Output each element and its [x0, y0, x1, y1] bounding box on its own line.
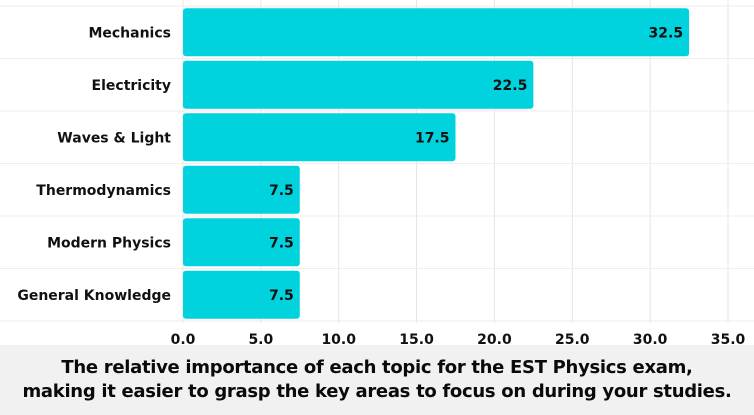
category-label: Waves & Light — [57, 130, 171, 146]
category-label: Modern Physics — [47, 235, 171, 251]
bar — [183, 113, 456, 162]
bar — [183, 60, 534, 109]
caption-line-1: The relative importance of each topic fo… — [61, 357, 693, 378]
x-tick-label: 10.0 — [321, 332, 356, 345]
chart-area: 32.5 22.5 17.5 7.5 7.5 7.5 Mechanics Electrici… — [0, 0, 754, 345]
bar — [183, 8, 690, 57]
x-axis-tick-labels: 0.0 5.0 10.0 15.0 20.0 25.0 30.0 35.0 — [171, 332, 746, 345]
bar-value-label: 7.5 — [269, 183, 294, 199]
category-label: General Knowledge — [17, 288, 171, 304]
category-label: Mechanics — [88, 25, 171, 41]
bar-value-label: 32.5 — [649, 25, 684, 41]
bar — [183, 165, 300, 214]
caption: The relative importance of each topic fo… — [0, 345, 754, 415]
bar-value-label: 22.5 — [493, 78, 528, 94]
bar — [183, 218, 300, 267]
bar — [183, 270, 300, 319]
category-label: Thermodynamics — [36, 183, 171, 199]
x-tick-label: 15.0 — [399, 332, 434, 345]
category-label: Electricity — [92, 78, 171, 94]
bars: 32.5 22.5 17.5 7.5 7.5 7.5 — [183, 8, 690, 319]
x-tick-label: 30.0 — [633, 332, 668, 345]
x-tick-label: 0.0 — [171, 332, 196, 345]
bar-value-label: 7.5 — [269, 235, 294, 251]
category-labels: Mechanics Electricity Waves & Light Thermod… — [17, 25, 171, 304]
x-tick-label: 25.0 — [555, 332, 590, 345]
bar-chart: 32.5 22.5 17.5 7.5 7.5 7.5 Mechanics Electrici… — [0, 0, 754, 345]
x-tick-label: 5.0 — [248, 332, 273, 345]
bar-value-label: 17.5 — [415, 130, 450, 146]
x-tick-label: 35.0 — [711, 332, 746, 345]
bar-value-label: 7.5 — [269, 288, 294, 304]
caption-line-2: making it easier to grasp the key areas … — [22, 381, 732, 402]
x-tick-label: 20.0 — [477, 332, 512, 345]
